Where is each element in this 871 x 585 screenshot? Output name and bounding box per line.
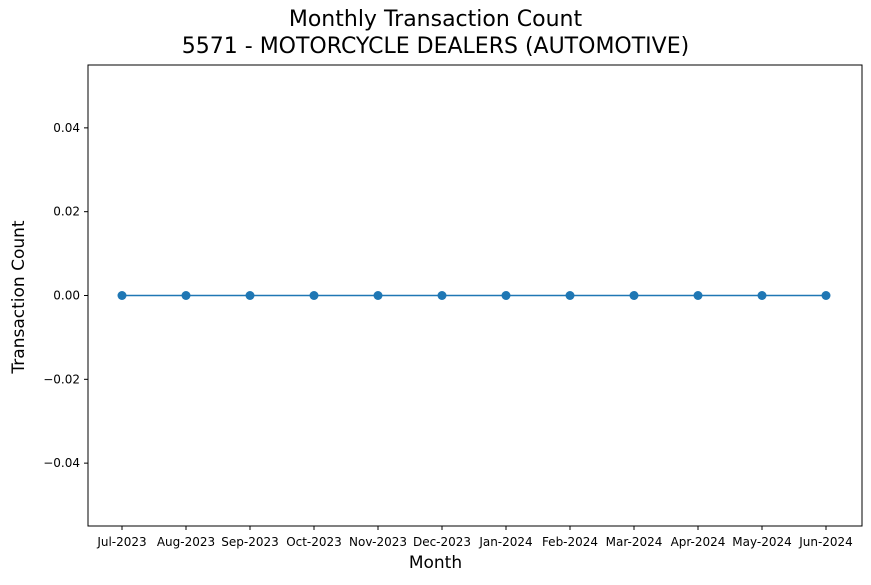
y-tick-label: 0.04 [53, 121, 80, 135]
x-tick-label: Nov-2023 [349, 535, 407, 549]
data-point [437, 291, 447, 300]
data-point [693, 291, 703, 300]
y-tick-label: −0.04 [43, 456, 80, 470]
y-tick-label: −0.02 [43, 372, 80, 386]
data-point [117, 291, 127, 300]
data-point [181, 291, 191, 300]
data-point [309, 291, 319, 300]
data-point [629, 291, 639, 300]
x-axis-label: Month [408, 553, 463, 573]
chart-title: Monthly Transaction Count [288, 7, 583, 32]
x-tick-label: Feb-2024 [542, 535, 598, 549]
x-tick-label: Apr-2024 [671, 535, 726, 549]
x-tick-label: Jan-2024 [478, 535, 532, 549]
data-point [565, 291, 575, 300]
x-tick-label: Jul-2023 [96, 535, 146, 549]
data-point [821, 291, 831, 300]
y-axis-label: Transaction Count [9, 220, 29, 374]
x-tick-label: May-2024 [732, 535, 791, 549]
x-tick-label: Aug-2023 [157, 535, 215, 549]
y-tick-label: 0.00 [53, 289, 80, 303]
chart-subtitle: 5571 - MOTORCYCLE DEALERS (AUTOMOTIVE) [181, 34, 690, 59]
data-point [501, 291, 511, 300]
x-tick-label: Jun-2024 [798, 535, 853, 549]
y-tick-label: 0.02 [53, 205, 80, 219]
data-point [373, 291, 383, 300]
x-tick-label: Sep-2023 [221, 535, 279, 549]
data-point [245, 291, 255, 300]
x-tick-label: Dec-2023 [413, 535, 471, 549]
x-tick-label: Oct-2023 [286, 535, 342, 549]
x-tick-label: Mar-2024 [606, 535, 663, 549]
data-point [757, 291, 767, 300]
